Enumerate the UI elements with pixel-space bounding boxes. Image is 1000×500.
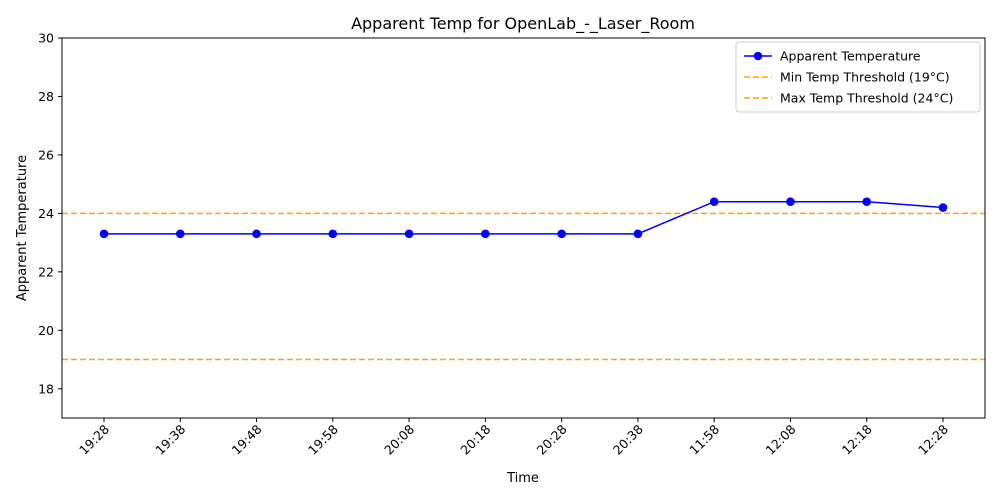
data-point (481, 229, 490, 239)
data-point (862, 197, 872, 206)
y-tick-label: 18 (38, 381, 54, 396)
y-tick-label: 28 (38, 89, 54, 104)
legend-marker (753, 51, 763, 61)
data-point (175, 229, 185, 239)
x-axis-label: Time (506, 471, 539, 486)
x-tick-label: 11:58 (686, 421, 722, 457)
data-point (328, 229, 338, 239)
legend-entry-threshold-label: Max Temp Threshold (24°C) (780, 91, 953, 106)
data-point (252, 229, 261, 239)
x-tick-label: 20:18 (457, 421, 493, 457)
data-point (633, 229, 643, 239)
y-tick-label: 26 (38, 147, 54, 162)
x-tick-label: 20:38 (610, 421, 646, 457)
data-point (404, 229, 414, 239)
x-tick-label: 20:28 (534, 421, 570, 457)
y-tick-label: 30 (38, 31, 54, 46)
data-point (938, 203, 948, 212)
x-tick-label: 12:28 (915, 421, 951, 457)
data-point (709, 197, 719, 206)
y-tick-label: 24 (38, 206, 54, 221)
legend: Apparent Temperature Min Temp Threshold (… (735, 41, 981, 113)
axes-frame (61, 37, 986, 419)
data-point (557, 229, 566, 239)
x-tick-label: 19:58 (305, 421, 341, 457)
y-tick-label: 20 (38, 323, 54, 338)
x-tick-label: 19:28 (76, 421, 112, 457)
chart-title: Apparent Temp for OpenLab_-_Laser_Room (351, 14, 695, 34)
legend-box (735, 41, 981, 113)
series-line (104, 200, 944, 235)
x-tick-label: 19:48 (229, 421, 265, 457)
legend-entry-series-label: Apparent Temperature (780, 49, 921, 64)
x-tick-label: 19:38 (152, 421, 188, 457)
x-tick-label: 12:08 (762, 421, 798, 457)
x-tick-label: 12:18 (839, 421, 875, 457)
y-tick-label: 22 (38, 264, 54, 279)
x-tick-label: 20:08 (381, 421, 417, 457)
legend-entry-threshold-label: Min Temp Threshold (19°C) (780, 70, 950, 85)
data-point (99, 229, 109, 239)
data-point (786, 197, 795, 206)
y-axis-label: Apparent Temperature (15, 155, 30, 301)
